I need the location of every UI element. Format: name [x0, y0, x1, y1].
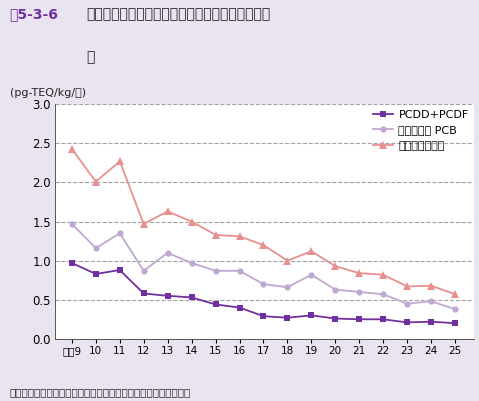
コプラナー PCB [285, 285, 290, 290]
PCDD+PCDF [93, 271, 99, 276]
コプラナー PCB [237, 268, 242, 273]
ダイオキシン類 [308, 249, 314, 254]
Text: 図5-3-6: 図5-3-6 [10, 8, 58, 22]
ダイオキシン類 [117, 159, 123, 164]
PCDD+PCDF [356, 317, 362, 322]
ダイオキシン類 [356, 271, 362, 275]
コプラナー PCB [452, 307, 458, 312]
コプラナー PCB [165, 250, 171, 255]
PCDD+PCDF [141, 291, 147, 296]
コプラナー PCB [117, 231, 123, 236]
Text: 資料：厚生労働省「食品からのダイオキシン類一日摄取量調査」: 資料：厚生労働省「食品からのダイオキシン類一日摄取量調査」 [10, 387, 191, 397]
ダイオキシン類 [452, 292, 458, 297]
PCDD+PCDF [308, 313, 314, 318]
PCDD+PCDF [165, 294, 171, 298]
PCDD+PCDF [213, 302, 218, 307]
コプラナー PCB [308, 272, 314, 277]
コプラナー PCB [428, 299, 434, 304]
Text: (pg-TEQ/kg/日): (pg-TEQ/kg/日) [10, 88, 86, 98]
ダイオキシン類 [69, 146, 75, 151]
コプラナー PCB [261, 282, 266, 286]
ダイオキシン類 [189, 219, 194, 224]
PCDD+PCDF [404, 320, 410, 325]
コプラナー PCB [189, 261, 194, 265]
Legend: PCDD+PCDF, コプラナー PCB, ダイオキシン類: PCDD+PCDF, コプラナー PCB, ダイオキシン類 [371, 107, 471, 153]
Line: コプラナー PCB: コプラナー PCB [68, 221, 458, 312]
ダイオキシン類 [261, 243, 266, 247]
ダイオキシン類 [404, 284, 410, 289]
PCDD+PCDF [285, 315, 290, 320]
コプラナー PCB [141, 268, 147, 273]
ダイオキシン類 [165, 209, 171, 214]
ダイオキシン類 [428, 283, 434, 288]
ダイオキシン類 [141, 221, 147, 226]
PCDD+PCDF [237, 305, 242, 310]
ダイオキシン類 [93, 179, 99, 184]
PCDD+PCDF [117, 267, 123, 272]
PCDD+PCDF [428, 319, 434, 324]
コプラナー PCB [356, 290, 362, 294]
PCDD+PCDF [380, 317, 386, 322]
Text: 化: 化 [86, 50, 94, 64]
PCDD+PCDF [332, 316, 338, 321]
PCDD+PCDF [69, 261, 75, 265]
ダイオキシン類 [285, 258, 290, 263]
ダイオキシン類 [237, 234, 242, 239]
PCDD+PCDF [452, 321, 458, 326]
ダイオキシン類 [213, 233, 218, 237]
コプラナー PCB [380, 292, 386, 297]
コプラナー PCB [404, 301, 410, 306]
コプラナー PCB [69, 221, 75, 226]
ダイオキシン類 [380, 272, 386, 277]
コプラナー PCB [332, 287, 338, 292]
コプラナー PCB [213, 268, 218, 273]
Line: PCDD+PCDF: PCDD+PCDF [68, 260, 458, 326]
ダイオキシン類 [332, 264, 338, 269]
PCDD+PCDF [261, 314, 266, 318]
Line: ダイオキシン類: ダイオキシン類 [68, 145, 459, 298]
PCDD+PCDF [189, 295, 194, 300]
Text: 食品からのダイオキシン類の１日摄取量の経年変: 食品からのダイオキシン類の１日摄取量の経年変 [86, 8, 271, 22]
コプラナー PCB [93, 246, 99, 251]
